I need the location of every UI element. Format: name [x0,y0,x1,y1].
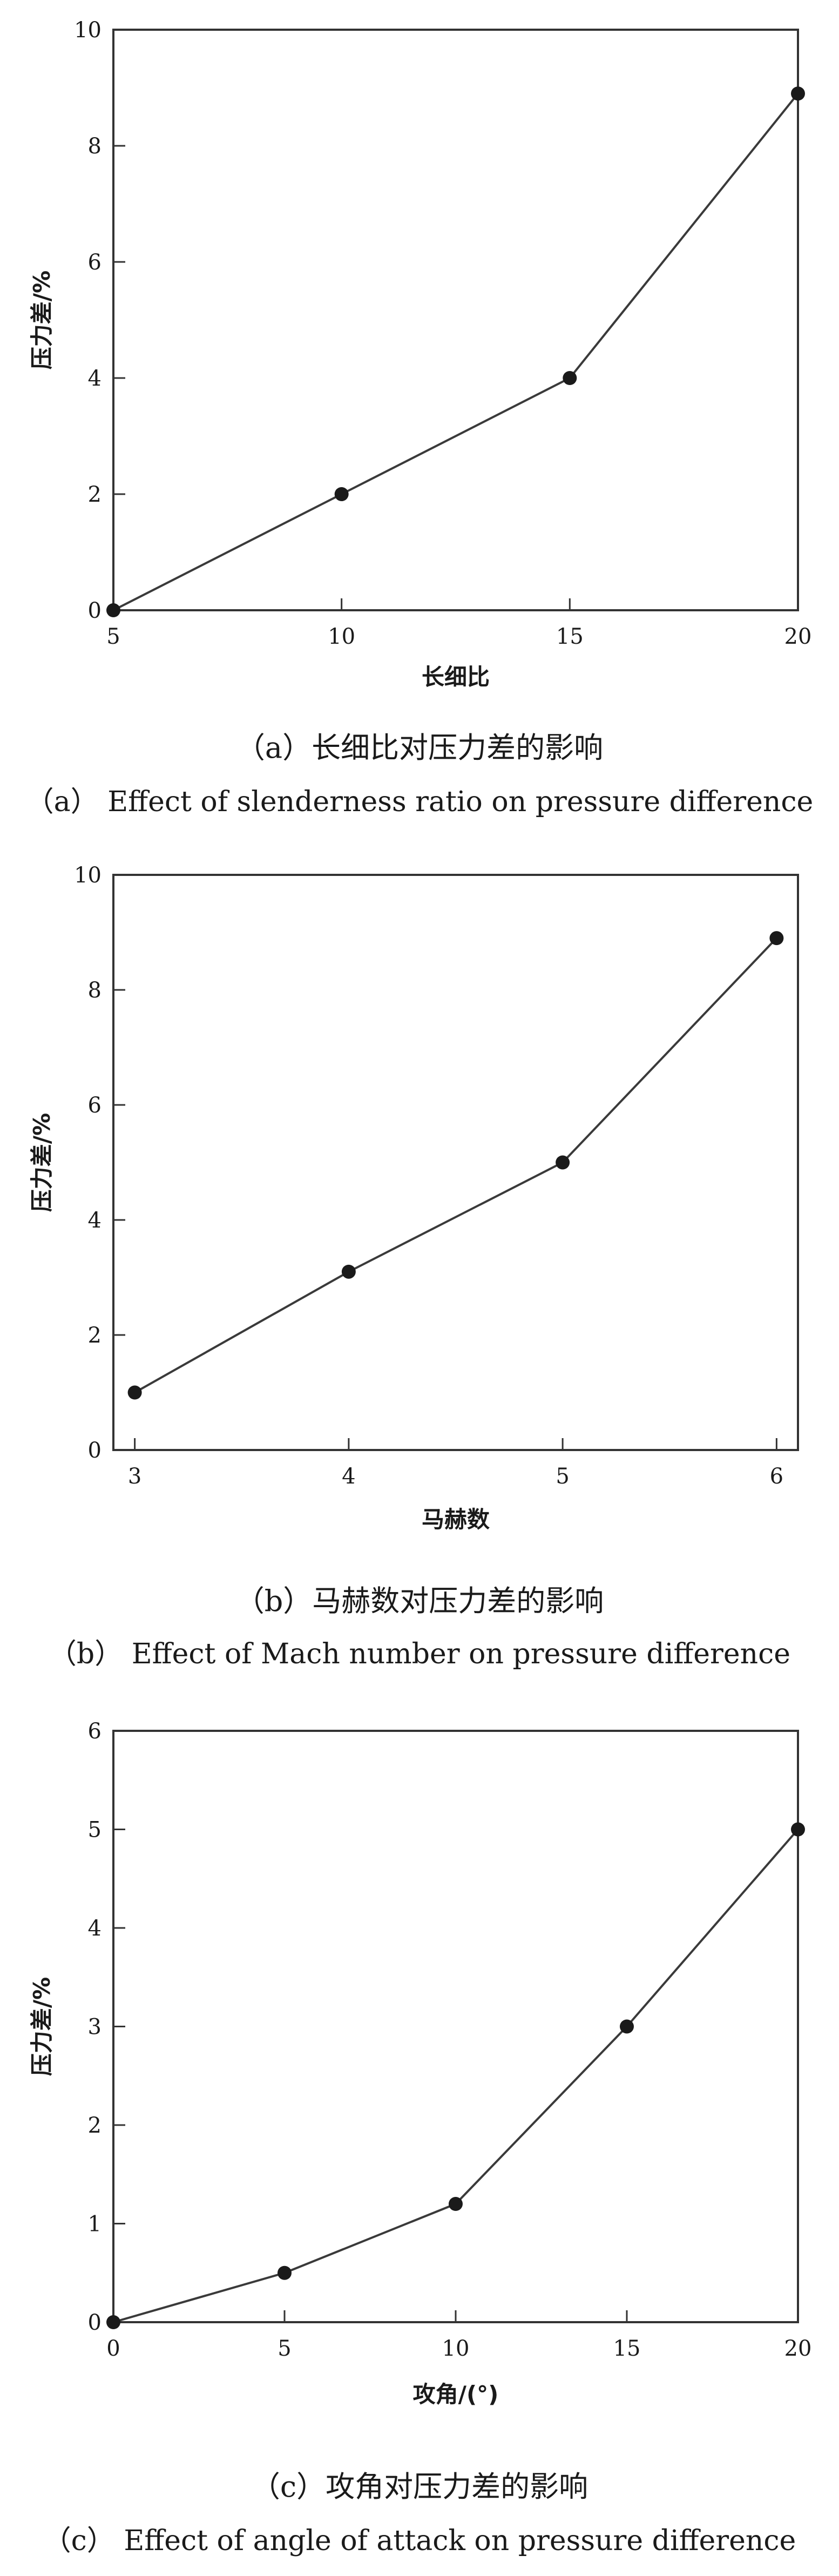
y-tick-label-a-4: 8 [88,134,102,159]
y-tick-label-c-4: 4 [88,1916,102,1941]
plot-frame-a [112,29,799,611]
x-tick-label-c-2: 10 [442,2336,470,2361]
plot-frame-c [112,1730,799,2323]
x-tick-label-c-3: 15 [613,2336,641,2361]
data-point-c-1 [278,2265,292,2280]
data-point-a-3 [791,86,805,101]
y-tick-label-c-5: 5 [88,1818,102,1843]
data-point-c-0 [106,2315,120,2329]
y-tick-label-b-5: 10 [74,863,102,888]
caption-c-en: （c） Effect of angle of attack on pressur… [43,2525,796,2557]
data-point-c-2 [449,2197,463,2211]
y-tick-label-c-0: 0 [88,2310,102,2335]
y-tick-label-b-4: 8 [88,978,102,1003]
y-tick-label-a-1: 2 [88,482,102,507]
x-tick-label-b-2: 5 [556,1464,569,1489]
data-point-b-2 [556,1155,570,1170]
x-tick-label-b-3: 6 [770,1464,783,1489]
chart-c-svg: 0 1 2 3 4 5 6 0 5 10 15 20 攻角/(°) 压力差/% [29,1719,812,2408]
caption-b-en: （b） Effect of Mach number on pressure di… [48,1638,791,1670]
y-tick-label-c-2: 2 [88,2113,102,2138]
data-point-a-0 [106,603,120,617]
chart-a-svg: 0 2 4 6 8 10 5 10 15 20 长细比 压力差/% [29,18,812,690]
y-tick-label-c-3: 3 [88,2015,102,2040]
data-point-a-2 [563,371,577,385]
caption-a-cn: （a）长细比对压力差的影响 [235,731,604,765]
y-tick-label-a-5: 10 [74,18,102,43]
x-axis-label-a: 长细比 [422,664,490,690]
x-tick-label-a-3: 20 [784,624,812,649]
chart-panel-a: 0 2 4 6 8 10 5 10 15 20 长细比 压力差/% （a）长细比对压力差的影响 （a）… [0,0,839,826]
data-point-c-3 [620,2019,634,2034]
caption-a-en: （a） Effect of slenderness ratio on press… [25,786,814,818]
y-tick-label-a-0: 0 [88,598,102,623]
x-tick-label-c-4: 20 [784,2336,812,2361]
plot-frame-b [112,874,799,1451]
series-line-a [113,92,799,611]
chart-panel-c: 0 1 2 3 4 5 6 0 5 10 15 20 攻角/(°) 压力差/% （c）攻角对压力差的影响 … [0,1717,839,2576]
y-tick-label-c-1: 1 [88,2212,102,2237]
data-point-b-0 [127,1385,142,1400]
series-line-c [113,1829,799,2323]
chart-b-svg: 0 2 4 6 8 10 3 4 5 6 马赫数 压力差/% [29,863,799,1533]
data-point-b-3 [769,931,784,946]
x-tick-label-b-0: 3 [128,1464,141,1489]
y-tick-label-a-3: 6 [88,250,102,275]
caption-c-cn: （c）攻角对压力差的影响 [251,2470,588,2504]
data-point-a-1 [334,487,349,501]
y-tick-label-a-2: 4 [88,366,102,391]
y-tick-label-b-3: 6 [88,1093,102,1118]
x-tick-label-a-0: 5 [106,624,120,649]
y-axis-label-b: 压力差/% [29,1113,55,1212]
y-tick-label-b-2: 4 [88,1208,102,1233]
x-tick-label-a-1: 10 [328,624,355,649]
chart-panel-b: 0 2 4 6 8 10 3 4 5 6 马赫数 压力差/% （b）马赫数对压力差的影响 （b） Ef… [0,859,839,1685]
data-point-c-4 [791,1822,805,1837]
y-tick-label-b-0: 0 [88,1438,102,1463]
x-axis-label-c: 攻角/(°) [413,2381,499,2408]
data-point-b-1 [341,1264,356,1279]
y-axis-label-a: 压力差/% [29,271,55,369]
series-line-b [134,937,777,1394]
caption-b-cn: （b）马赫数对压力差的影响 [235,1584,604,1618]
y-axis-label-c: 压力差/% [29,1977,55,2076]
x-tick-label-a-2: 15 [556,624,584,649]
x-tick-label-b-1: 4 [342,1464,355,1489]
y-tick-label-b-1: 2 [88,1323,102,1348]
x-axis-label-b: 马赫数 [422,1506,490,1533]
x-tick-label-c-1: 5 [278,2336,291,2361]
y-tick-label-c-6: 6 [88,1719,102,1744]
x-tick-label-c-0: 0 [106,2336,120,2361]
